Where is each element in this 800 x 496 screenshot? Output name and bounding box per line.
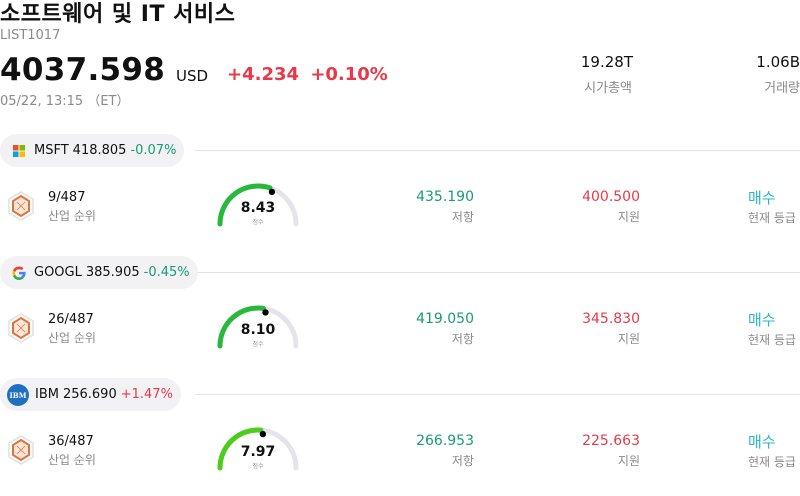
stock-price: 256.690 (62, 387, 117, 402)
market-cap-value: 19.28T (580, 53, 633, 71)
rating-label: 현재 등급 (748, 455, 796, 469)
support-value: 345.830 (582, 311, 640, 327)
ticker: IBM (35, 387, 59, 402)
industry-rank-label: 산업 순위 (48, 331, 96, 345)
resistance-label: 저항 (451, 332, 474, 346)
gauge-fill (217, 183, 273, 227)
score-label: 점수 (252, 341, 264, 348)
gauge-fill (217, 305, 266, 349)
industry-rank-value: 36/487 (48, 434, 94, 449)
support-label: 지원 (617, 454, 640, 468)
industry-rank-label: 산업 순위 (48, 453, 96, 467)
stock-chip[interactable]: GOOGL 385.905 -0.45% (0, 256, 198, 289)
rating-label: 현재 등급 (748, 333, 796, 347)
stock-change-percent: -0.07% (130, 143, 177, 158)
section-divider (195, 394, 800, 395)
index-price: 4037.598 (0, 52, 166, 88)
microsoft-logo-icon (10, 142, 28, 160)
stock-chip[interactable]: MSFT 418.805 -0.07% (0, 134, 185, 167)
section-divider (195, 150, 800, 151)
ticker: GOOGL (34, 265, 82, 280)
resistance-value: 266.953 (416, 433, 474, 449)
industry-rank-hexagon-icon (8, 435, 34, 465)
resistance-label: 저항 (451, 454, 474, 468)
rating-signal[interactable]: 매수 (748, 433, 776, 451)
stock-price: 385.905 (85, 265, 140, 280)
score-value: 7.97 (240, 444, 276, 460)
price-change: +4.234 +0.10% (227, 64, 388, 85)
gauge-marker (262, 309, 269, 316)
resistance-label: 저항 (451, 210, 474, 224)
stock-row[interactable]: GOOGL 385.905 -0.45% 26/487 산업 순위 8.10 점… (0, 256, 800, 374)
rating-signal[interactable]: 매수 (748, 189, 776, 207)
change-value: +4.234 (227, 64, 300, 85)
ibm-logo-icon: IBM (7, 383, 29, 406)
support-value: 400.500 (582, 189, 640, 205)
score-gauge (217, 427, 299, 471)
industry-rank-hexagon-icon (8, 313, 34, 343)
industry-rank-value: 26/487 (48, 312, 94, 327)
industry-rank-hexagon-icon (8, 191, 34, 221)
google-logo-icon (10, 264, 28, 282)
timestamp: 05/22, 13:15 （ET） (0, 94, 130, 109)
gauge-marker (268, 188, 276, 196)
score-gauge (217, 183, 299, 227)
currency-label: USD (176, 67, 209, 85)
score-label: 점수 (252, 463, 264, 470)
score-gauge (217, 305, 299, 349)
rating-signal[interactable]: 매수 (748, 311, 776, 329)
index-code: LIST1017 (0, 28, 61, 43)
gauge-fill (217, 427, 264, 471)
support-value: 225.663 (582, 433, 640, 449)
ibm-logo-text: IBM (10, 391, 27, 400)
volume-value: 1.06B (756, 53, 800, 71)
change-percent: +0.10% (310, 64, 388, 85)
ticker: MSFT (34, 143, 69, 158)
stock-row[interactable]: IBM IBM 256.690 +1.47% 36/487 산업 순위 7.97… (0, 378, 800, 496)
score-value: 8.43 (240, 200, 276, 216)
stock-row[interactable]: MSFT 418.805 -0.07% 9/487 산업 순위 8.43 점수 … (0, 134, 800, 252)
industry-rank-value: 9/487 (48, 190, 86, 205)
stock-change-percent: +1.47% (120, 387, 173, 402)
volume-label: 거래량 (764, 81, 800, 96)
stock-change-percent: -0.45% (143, 265, 190, 280)
rating-label: 현재 등급 (748, 211, 796, 225)
industry-rank-label: 산업 순위 (48, 209, 96, 223)
score-value: 8.10 (240, 322, 276, 338)
section-divider (195, 272, 800, 273)
resistance-value: 435.190 (416, 189, 474, 205)
stock-price: 418.805 (72, 143, 127, 158)
gauge-marker (259, 430, 267, 438)
support-label: 지원 (617, 210, 640, 224)
score-label: 점수 (252, 219, 264, 226)
page-title: 소프트웨어 및 IT 서비스 (0, 2, 236, 27)
market-cap-label: 시가총액 (584, 81, 632, 96)
resistance-value: 419.050 (416, 311, 474, 327)
stock-chip[interactable]: IBM IBM 256.690 +1.47% (0, 378, 181, 411)
support-label: 지원 (617, 332, 640, 346)
